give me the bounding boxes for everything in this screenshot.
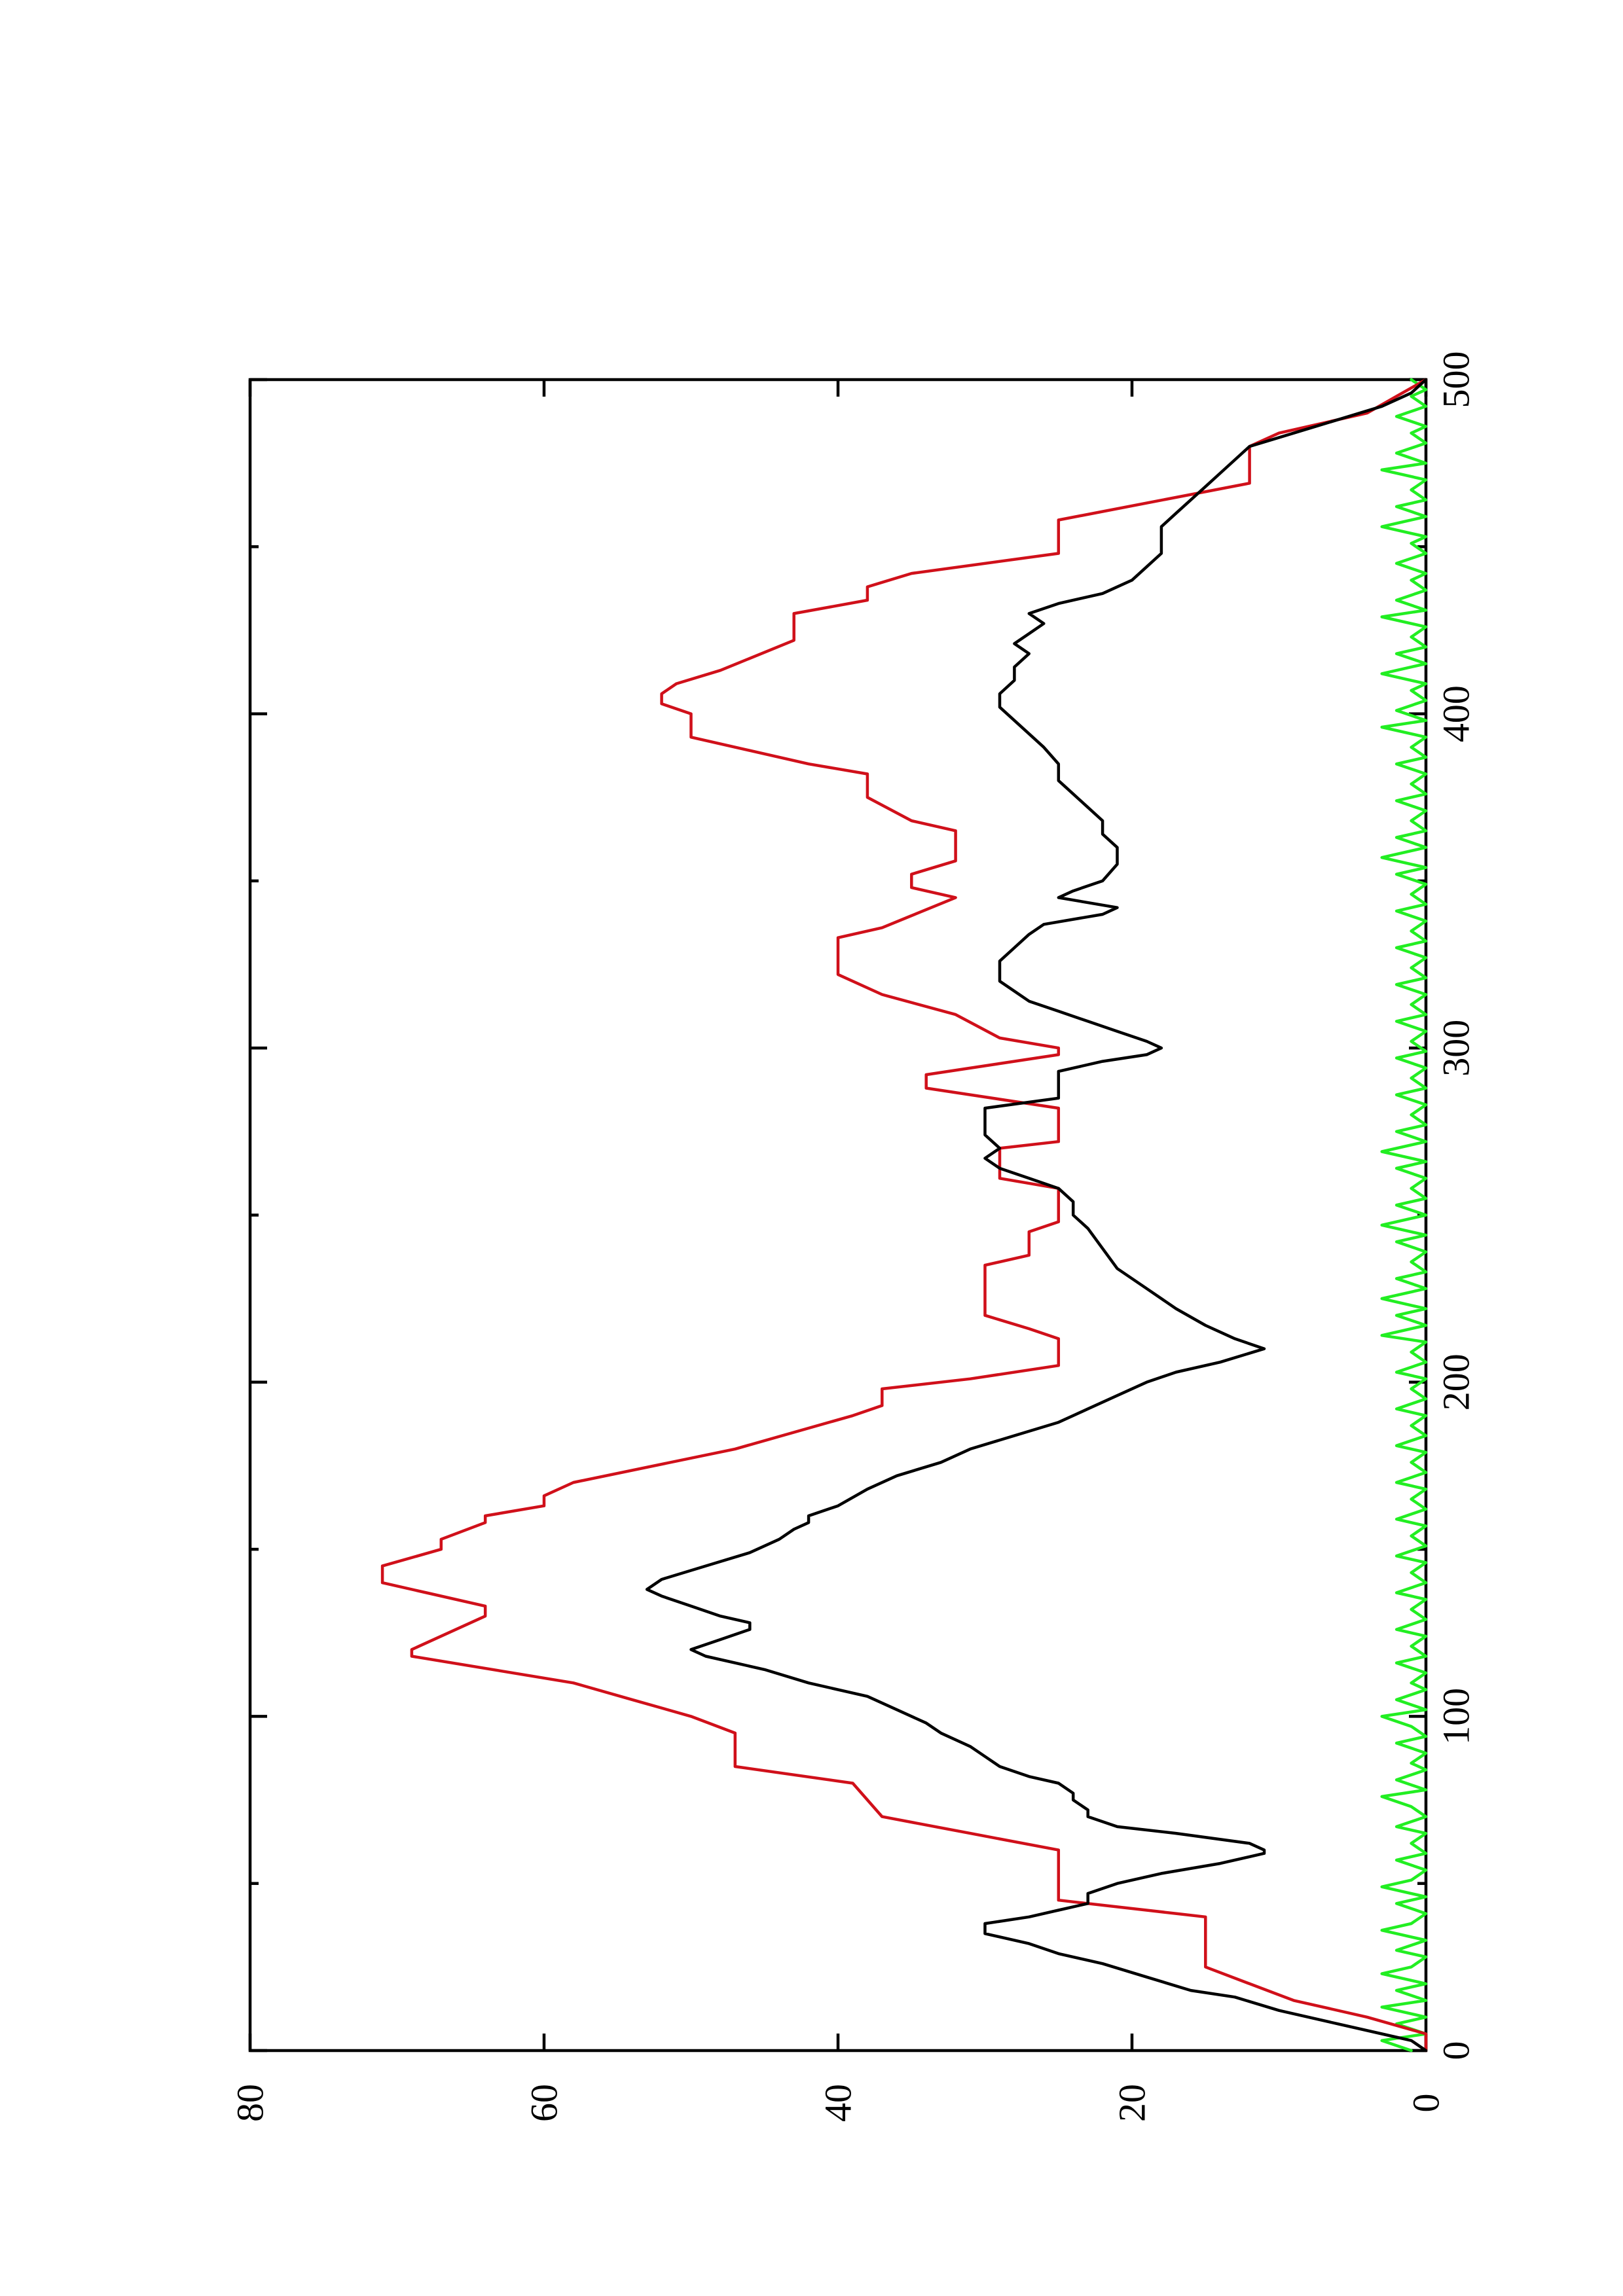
plot-root: 0 100 200 300 400 500 0 20 40 60 80 xyxy=(229,351,1478,2123)
y-tick-label: 60 xyxy=(523,2084,566,2122)
y-tick-label: 40 xyxy=(817,2084,860,2122)
series-line-2 xyxy=(1380,378,1428,2053)
x-tick-label: 400 xyxy=(1435,685,1478,742)
y-tick-label: 20 xyxy=(1111,2084,1154,2122)
series-line-0 xyxy=(380,378,1428,2053)
plot-frame xyxy=(248,378,1428,2053)
y-tick-label: 0 xyxy=(1405,2094,1448,2113)
x-tick-label: 300 xyxy=(1435,1020,1478,1077)
x-tick-label: 100 xyxy=(1435,1688,1478,1745)
y-tick-label: 80 xyxy=(229,2084,272,2122)
x-tick-label: 0 xyxy=(1435,2041,1478,2060)
x-tick-label: 500 xyxy=(1435,351,1478,408)
x-tick-label: 200 xyxy=(1435,1354,1478,1410)
series-line-1 xyxy=(645,378,1428,2053)
